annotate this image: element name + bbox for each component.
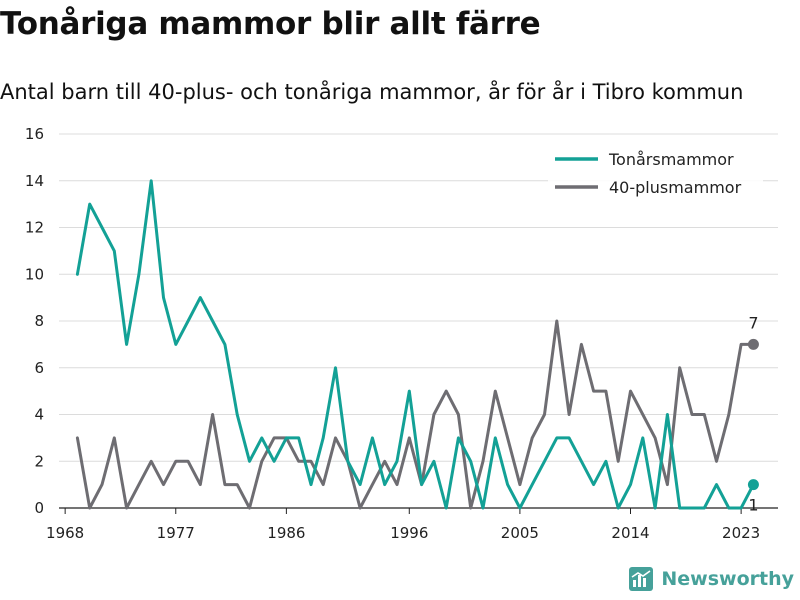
y-tick-label-2: 2: [34, 452, 44, 470]
end-point-tonarsmammor: [747, 479, 759, 491]
x-tick-label-2023: 2023: [722, 524, 760, 542]
series-line-plusmammor: [75, 319, 755, 510]
newsworthy-logo-icon: [629, 567, 654, 591]
brand-logo: Newsworthy: [629, 567, 794, 591]
x-tick-label-2005: 2005: [501, 524, 539, 542]
legend-background: [548, 144, 763, 206]
x-tick-label-1968: 1968: [46, 524, 84, 542]
x-tick-label-1986: 1986: [267, 524, 305, 542]
x-tick-label-1996: 1996: [390, 524, 428, 542]
y-tick-label-4: 4: [34, 406, 44, 424]
y-tick-label-8: 8: [34, 312, 44, 330]
x-tick-label-1977: 1977: [157, 524, 195, 542]
y-tick-label-10: 10: [25, 265, 44, 283]
brand-name: Newsworthy: [661, 568, 794, 590]
chart-subtitle: Antal barn till 40-plus- och tonåriga ma…: [0, 80, 744, 104]
legend-label-tonarsmammor: Tonårsmammor: [608, 150, 734, 169]
series-line-tonarsmammor: [75, 179, 755, 510]
y-tick-label-16: 16: [25, 125, 44, 143]
x-tick-label-2014: 2014: [611, 524, 649, 542]
y-tick-label-14: 14: [25, 172, 44, 190]
end-point-plusmammor: [747, 338, 759, 350]
y-tick-label-0: 0: [34, 499, 44, 517]
end-label-plusmammor: 7: [748, 313, 758, 332]
y-tick-label-12: 12: [25, 219, 44, 237]
chart-title: Tonåriga mammor blir allt färre: [0, 6, 541, 42]
legend-label-plusmammor: 40-plusmammor: [609, 178, 742, 197]
end-label-tonarsmammor: 1: [748, 496, 758, 515]
y-tick-label-6: 6: [34, 359, 44, 377]
